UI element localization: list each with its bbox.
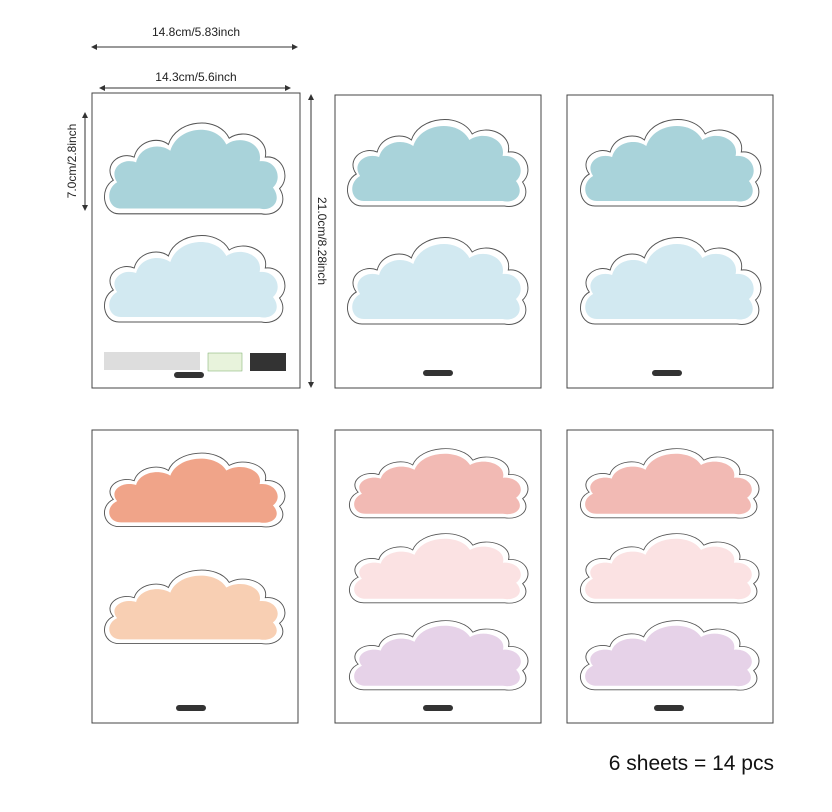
sheet (91, 429, 299, 724)
sheet-height: 21.0cm/8.28inch (315, 197, 329, 285)
caption: 6 sheets = 14 pcs (609, 752, 774, 775)
sheet (91, 92, 301, 389)
inner-width: 14.3cm/5.6inch (155, 70, 236, 84)
cloud-height: 7.0cm/2.8inch (65, 124, 79, 199)
sheet (334, 429, 542, 724)
sheet (334, 94, 542, 389)
outer-width: 14.8cm/5.83inch (152, 25, 240, 39)
sheet (566, 94, 774, 389)
sheet (566, 429, 774, 724)
dimension-arrows (82, 44, 314, 388)
